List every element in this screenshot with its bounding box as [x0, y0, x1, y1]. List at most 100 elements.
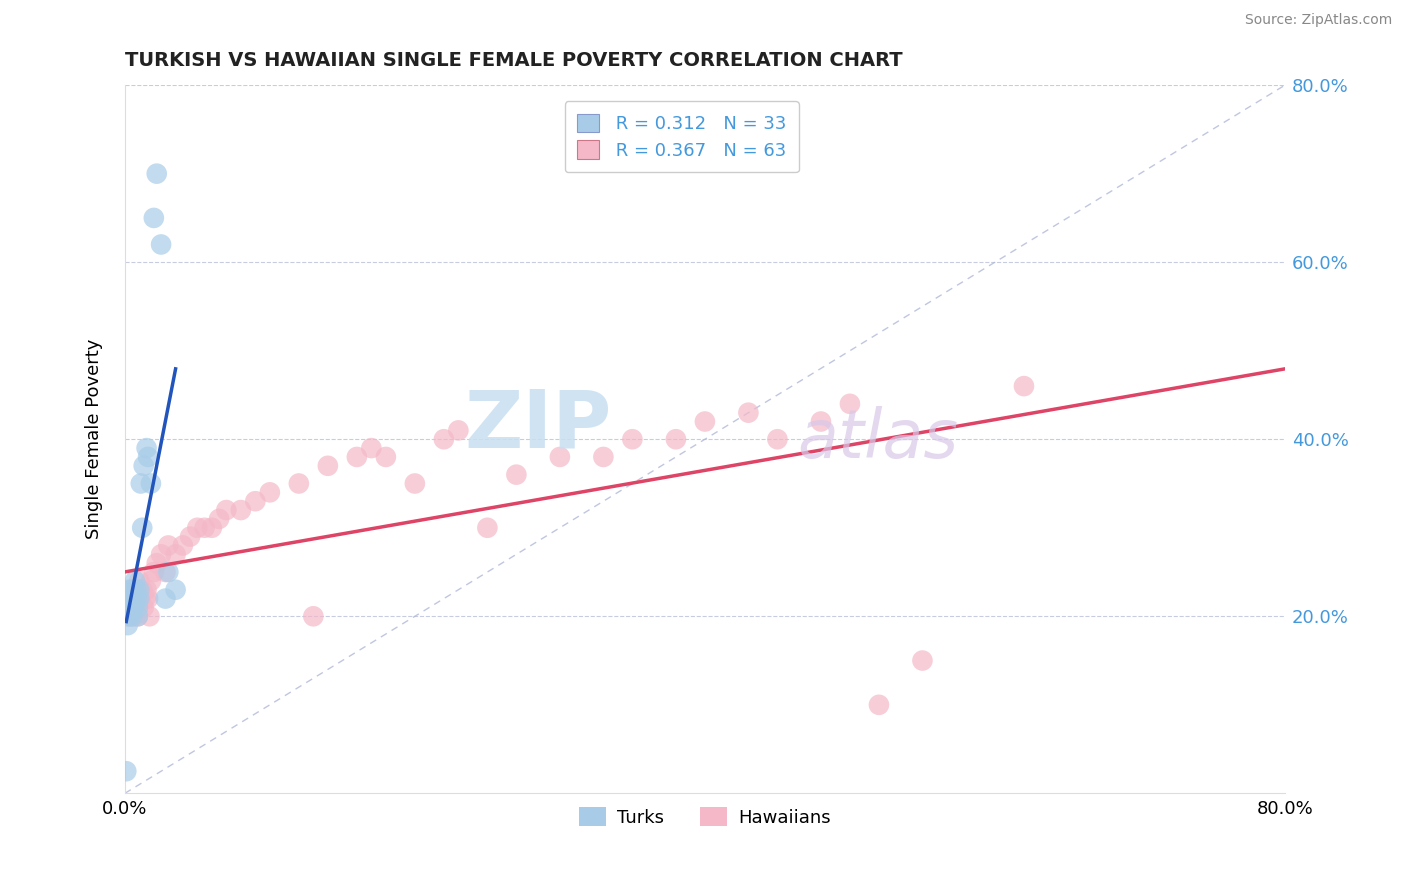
- Text: ZIP: ZIP: [465, 386, 612, 464]
- Point: [186, 521, 208, 535]
- Point: [127, 600, 149, 615]
- Point: [155, 565, 177, 579]
- Point: [124, 591, 146, 606]
- Point: [129, 591, 152, 606]
- Point: [120, 591, 142, 606]
- Point: [592, 450, 614, 464]
- Point: [128, 582, 150, 597]
- Point: [302, 609, 325, 624]
- Point: [117, 600, 139, 615]
- Point: [124, 600, 146, 615]
- Text: Source: ZipAtlas.com: Source: ZipAtlas.com: [1244, 13, 1392, 28]
- Point: [139, 574, 162, 588]
- Point: [118, 609, 141, 624]
- Point: [145, 556, 167, 570]
- Point: [150, 547, 173, 561]
- Point: [125, 591, 148, 606]
- Text: TURKISH VS HAWAIIAN SINGLE FEMALE POVERTY CORRELATION CHART: TURKISH VS HAWAIIAN SINGLE FEMALE POVERT…: [125, 51, 903, 70]
- Point: [374, 450, 396, 464]
- Point: [208, 512, 231, 526]
- Point: [122, 591, 145, 606]
- Point: [118, 591, 141, 606]
- Point: [693, 415, 716, 429]
- Point: [122, 591, 145, 606]
- Point: [135, 441, 157, 455]
- Point: [129, 476, 152, 491]
- Point: [139, 476, 162, 491]
- Point: [145, 167, 167, 181]
- Point: [172, 539, 194, 553]
- Point: [117, 618, 139, 632]
- Point: [447, 423, 470, 437]
- Point: [122, 600, 145, 615]
- Point: [259, 485, 281, 500]
- Point: [120, 591, 142, 606]
- Point: [132, 600, 155, 615]
- Legend: Turks, Hawaiians: Turks, Hawaiians: [572, 800, 838, 834]
- Point: [142, 565, 165, 579]
- Point: [118, 591, 141, 606]
- Point: [121, 582, 143, 597]
- Point: [911, 654, 934, 668]
- Point: [124, 574, 146, 588]
- Point: [621, 432, 644, 446]
- Point: [132, 458, 155, 473]
- Point: [138, 609, 160, 624]
- Point: [215, 503, 238, 517]
- Point: [150, 237, 173, 252]
- Point: [121, 600, 143, 615]
- Point: [115, 764, 138, 779]
- Point: [194, 521, 217, 535]
- Point: [155, 591, 177, 606]
- Point: [165, 582, 187, 597]
- Point: [201, 521, 224, 535]
- Point: [120, 600, 142, 615]
- Point: [165, 547, 187, 561]
- Point: [157, 539, 180, 553]
- Point: [157, 565, 180, 579]
- Point: [125, 600, 148, 615]
- Point: [136, 591, 159, 606]
- Point: [127, 582, 149, 597]
- Point: [433, 432, 456, 446]
- Point: [839, 397, 862, 411]
- Point: [868, 698, 890, 712]
- Text: atlas: atlas: [797, 406, 959, 472]
- Point: [121, 582, 143, 597]
- Point: [125, 582, 148, 597]
- Point: [118, 609, 141, 624]
- Point: [117, 600, 139, 615]
- Point: [128, 574, 150, 588]
- Point: [131, 521, 153, 535]
- Point: [477, 521, 499, 535]
- Point: [128, 591, 150, 606]
- Point: [288, 476, 311, 491]
- Point: [360, 441, 382, 455]
- Point: [346, 450, 368, 464]
- Point: [134, 591, 156, 606]
- Point: [127, 609, 149, 624]
- Point: [124, 591, 146, 606]
- Y-axis label: Single Female Poverty: Single Female Poverty: [86, 339, 103, 540]
- Point: [665, 432, 688, 446]
- Point: [128, 591, 150, 606]
- Point: [505, 467, 527, 482]
- Point: [135, 582, 157, 597]
- Point: [121, 591, 143, 606]
- Point: [125, 591, 148, 606]
- Point: [1012, 379, 1035, 393]
- Point: [142, 211, 165, 225]
- Point: [229, 503, 252, 517]
- Point: [127, 609, 149, 624]
- Point: [404, 476, 426, 491]
- Point: [118, 582, 141, 597]
- Point: [810, 415, 832, 429]
- Point: [136, 450, 159, 464]
- Point: [766, 432, 789, 446]
- Point: [122, 609, 145, 624]
- Point: [121, 609, 143, 624]
- Point: [737, 406, 759, 420]
- Point: [548, 450, 571, 464]
- Point: [131, 582, 153, 597]
- Point: [179, 530, 201, 544]
